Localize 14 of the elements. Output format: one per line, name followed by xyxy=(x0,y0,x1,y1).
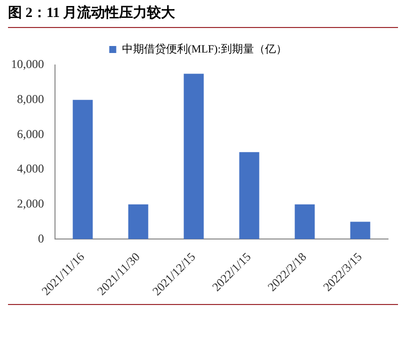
y-tick-label: 2,000 xyxy=(17,196,44,210)
y-tick-label: 6,000 xyxy=(17,126,44,141)
y-tick-label: 8,000 xyxy=(17,92,44,106)
bar xyxy=(128,204,148,240)
legend-label: 中期借贷便利(MLF):到期量（亿） xyxy=(122,42,287,56)
y-tick-label: 0 xyxy=(38,231,44,246)
bar xyxy=(239,152,260,240)
bar xyxy=(350,222,370,240)
chart-title: 图 2：11 月流动性压力较大 xyxy=(8,4,398,28)
bar xyxy=(72,100,93,240)
bar xyxy=(184,74,204,240)
bar xyxy=(294,204,315,240)
y-tick-label: 4,000 xyxy=(17,162,44,176)
y-tick-label: 10,000 xyxy=(11,57,44,72)
